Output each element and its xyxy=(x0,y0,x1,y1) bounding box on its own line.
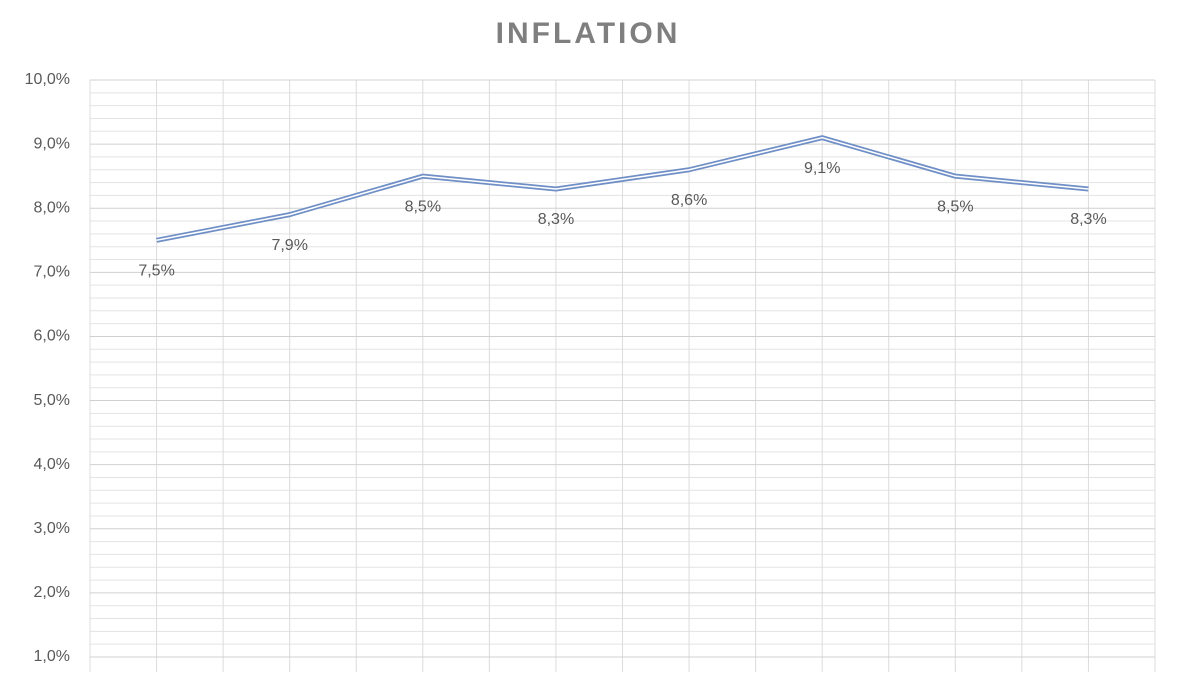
data-label: 8,3% xyxy=(1070,211,1106,228)
y-tick-label: 3,0% xyxy=(34,520,70,537)
line-highlight xyxy=(156,136,1089,242)
chart-title: INFLATION xyxy=(496,17,681,50)
data-label: 8,5% xyxy=(937,198,973,215)
data-label: 7,5% xyxy=(138,262,174,279)
y-tick-label: 8,0% xyxy=(34,199,70,216)
y-tick-label: 1,0% xyxy=(34,648,70,665)
data-label: 8,3% xyxy=(538,211,574,228)
data-label: 9,1% xyxy=(804,160,840,177)
y-tick-label: 5,0% xyxy=(34,392,70,409)
y-tick-label: 10,0% xyxy=(25,71,70,88)
y-tick-label: 6,0% xyxy=(34,328,70,345)
y-tick-label: 2,0% xyxy=(34,584,70,601)
data-label: 8,6% xyxy=(671,192,707,209)
data-label: 8,5% xyxy=(405,198,441,215)
data-label: 7,9% xyxy=(271,237,307,254)
y-tick-label: 7,0% xyxy=(34,264,70,281)
y-tick-label: 4,0% xyxy=(34,456,70,473)
y-tick-label: 9,0% xyxy=(34,135,70,152)
